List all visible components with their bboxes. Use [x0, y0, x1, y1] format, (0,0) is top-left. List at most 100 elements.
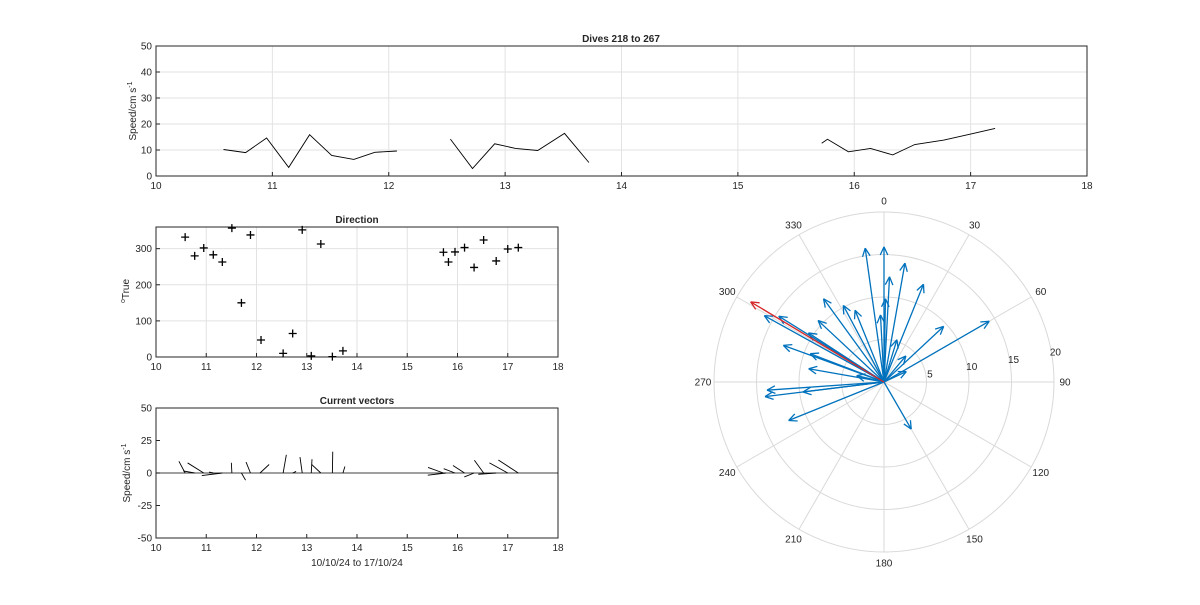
- y-tick-label: 40: [141, 68, 153, 79]
- direction-point: [209, 250, 218, 259]
- current-stick: [464, 472, 475, 478]
- angle-tick-label: 90: [1059, 378, 1071, 389]
- y-tick-label: 30: [141, 94, 153, 105]
- current-arrow-head: [809, 353, 817, 361]
- radial-tick-label: 5: [927, 370, 933, 381]
- current-arrow-head: [884, 276, 891, 285]
- x-tick-label: 13: [500, 181, 512, 192]
- current-arrow: [817, 320, 885, 383]
- current-arrow-head: [764, 391, 774, 398]
- current-arrow-head: [766, 389, 776, 395]
- mean-current-arrow-head: [750, 301, 757, 310]
- angle-tick-label: 180: [876, 559, 893, 570]
- current-arrow-head: [909, 420, 912, 430]
- current-stick: [443, 468, 456, 474]
- current-stick: [282, 454, 287, 474]
- direction-point: [514, 243, 523, 252]
- current-arrow: [809, 353, 885, 383]
- current-arrow-head: [817, 320, 823, 330]
- direction-point: [190, 251, 199, 260]
- current-arrow-head: [823, 298, 832, 304]
- x-tick-label: 18: [552, 543, 564, 554]
- angle-spoke: [798, 381, 885, 530]
- current-arrow-head: [903, 423, 912, 430]
- current-arrow: [883, 298, 887, 383]
- x-tick-label: 12: [383, 181, 395, 192]
- direction-point: [199, 243, 208, 252]
- current-arrow-head: [808, 332, 818, 335]
- x-tick-label: 15: [402, 362, 414, 373]
- speed-series-line: [450, 132, 590, 170]
- current-arrow: [854, 310, 885, 383]
- mean-current-arrow: [750, 301, 885, 383]
- current-stick: [474, 460, 484, 474]
- current-stick: [452, 465, 465, 474]
- current-arrow-head: [861, 247, 866, 257]
- current-arrow-head: [939, 326, 945, 335]
- current-arrow-head: [888, 276, 894, 286]
- current-arrow-head: [764, 315, 774, 317]
- direction-point: [492, 256, 501, 265]
- vectors-plot-ylabel: Speed/cm s-1: [121, 443, 133, 502]
- angle-tick-label: 120: [1032, 468, 1049, 479]
- y-tick-label: 100: [135, 316, 152, 327]
- angle-tick-label: 60: [1035, 287, 1047, 298]
- y-tick-label: 50: [141, 42, 153, 53]
- current-stick: [478, 472, 497, 475]
- radial-tick-label: 15: [1008, 355, 1020, 366]
- current-arrow-head: [766, 385, 776, 391]
- angle-spoke: [883, 234, 970, 383]
- current-arrow-head: [763, 315, 771, 324]
- current-arrow: [766, 381, 885, 391]
- current-arrow-head: [817, 319, 827, 324]
- current-stick: [427, 472, 446, 476]
- current-arrow-head: [876, 314, 882, 324]
- current-arrow: [883, 263, 906, 383]
- direction-point: [450, 247, 459, 256]
- current-arrow-head: [890, 339, 898, 347]
- current-arrow-head: [808, 365, 818, 370]
- x-tick-label: 16: [849, 181, 861, 192]
- current-arrow: [808, 368, 885, 383]
- current-arrow-head: [902, 355, 907, 365]
- current-vectors-plot: 10 11 12 13 14 15 16 17 18 -50 -25 0 25 50: [138, 404, 564, 555]
- angle-tick-label: 300: [719, 287, 736, 298]
- x-tick-label: 15: [402, 543, 414, 554]
- angle-tick-label: 240: [719, 468, 736, 479]
- current-arrow: [879, 314, 885, 383]
- direction-point: [227, 224, 236, 233]
- current-arrow: [883, 320, 990, 383]
- direction-point: [279, 349, 288, 358]
- x-tick-label: 16: [452, 362, 464, 373]
- direction-point: [181, 233, 190, 242]
- current-arrow-head: [879, 314, 886, 324]
- current-arrow-head: [788, 413, 796, 421]
- direction-point: [503, 245, 512, 254]
- current-arrow-head: [764, 395, 774, 401]
- x-tick-label: 11: [201, 543, 212, 554]
- y-tick-label: 10: [141, 146, 153, 157]
- direction-point: [288, 329, 297, 338]
- x-tick-label: 14: [351, 543, 363, 554]
- current-arrow-head: [904, 262, 908, 272]
- current-stick: [342, 466, 346, 474]
- speed-series-line: [821, 127, 996, 156]
- current-arrow-head: [808, 368, 817, 375]
- current-arrow: [883, 284, 925, 383]
- current-arrow-head: [884, 298, 890, 308]
- y-tick-label: 25: [141, 436, 153, 447]
- direction-point: [237, 298, 246, 307]
- x-tick-label: 14: [351, 362, 363, 373]
- x-tick-label: 12: [251, 362, 263, 373]
- current-arrow-head: [778, 315, 788, 318]
- angle-tick-label: 330: [785, 221, 802, 232]
- y-tick-label: -50: [138, 534, 153, 545]
- x-tick-label: 13: [301, 543, 313, 554]
- angle-spoke: [798, 234, 885, 383]
- y-tick-label: 20: [141, 120, 153, 131]
- direction-point: [298, 225, 307, 234]
- speed-plot-title: Dives 218 to 267: [582, 34, 660, 45]
- direction-point: [328, 352, 337, 361]
